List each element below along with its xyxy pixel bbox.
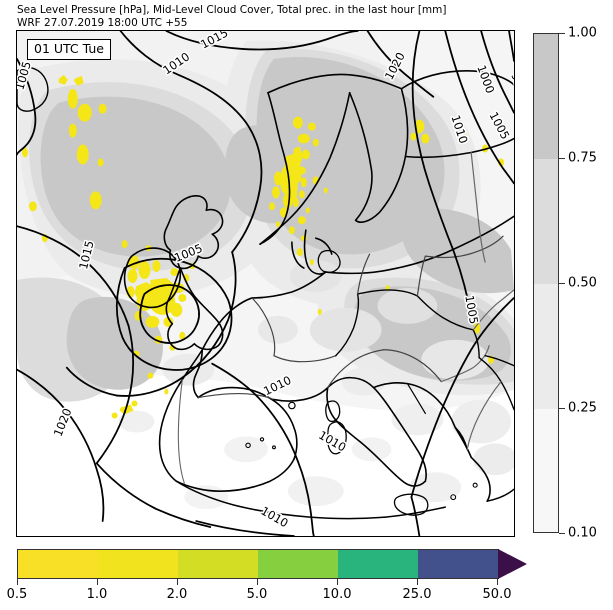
coastlines-and-borders	[17, 66, 514, 520]
precipitation-tick-label: 25.0	[402, 587, 432, 602]
map-canvas: 1015 1005 1010 1020 1000 995 1005 1010 1…	[17, 31, 514, 536]
precipitation-overflow-arrow	[498, 549, 527, 579]
precipitation-tick-mark	[177, 579, 178, 585]
precipitation-tick-label: 10.0	[322, 587, 352, 602]
precipitation-tick-label: 50.0	[482, 587, 512, 602]
precipitation-band-4	[338, 550, 418, 578]
cloud-cover-band-0	[534, 34, 558, 159]
cloud-cover-band-1	[534, 159, 558, 284]
precipitation-tick-mark	[97, 579, 98, 585]
cloud-cover-tick-label: 0.75	[568, 150, 597, 166]
map-timestamp-label: 01 UTC Tue	[27, 39, 111, 60]
precipitation-tick-mark	[257, 579, 258, 585]
precipitation-band-2	[178, 550, 258, 578]
precipitation-tick-mark	[337, 579, 338, 585]
precipitation-tick-label: 5.0	[246, 587, 268, 602]
cloud-cover-tick-mark	[559, 158, 565, 159]
cloud-cover-tick-mark	[559, 283, 565, 284]
precipitation-colorbar-gradient	[17, 549, 499, 579]
weather-map[interactable]: 1015 1005 1010 1020 1000 995 1005 1010 1…	[16, 30, 515, 537]
cloud-cover-colorbar[interactable]: 1.00 0.75 0.50 0.25 0.10	[533, 26, 597, 541]
precipitation-tick-label: 0.5	[6, 587, 28, 602]
cloud-cover-shading	[17, 31, 514, 510]
cloud-cover-tick-label: 0.50	[568, 275, 597, 291]
precipitation-band-0	[18, 550, 98, 578]
cloud-cover-colorbar-gradient	[533, 33, 559, 533]
page-title: Sea Level Pressure [hPa], Mid-Level Clou…	[17, 4, 447, 16]
cloud-cover-tick-mark	[559, 533, 565, 534]
cloud-cover-band-2	[534, 284, 558, 409]
precipitation-tick-mark	[497, 579, 498, 585]
model-run-subtitle: WRF 27.07.2019 18:00 UTC +55	[17, 17, 188, 29]
cloud-cover-tick-label: 0.10	[568, 525, 597, 541]
precipitation-tick-mark	[417, 579, 418, 585]
cloud-cover-tick-label: 1.00	[568, 25, 597, 41]
cloud-cover-tick-label: 0.25	[568, 400, 597, 416]
isobar-contours	[17, 31, 514, 536]
precipitation-tick-label: 2.0	[166, 587, 188, 602]
svg-text:1005: 1005	[462, 294, 481, 325]
precipitation-band-3	[258, 550, 338, 578]
precipitation-tick-mark	[17, 579, 18, 585]
precipitation-tick-label: 1.0	[86, 587, 108, 602]
header: Sea Level Pressure [hPa], Mid-Level Clou…	[17, 4, 577, 30]
cloud-cover-tick-mark	[559, 408, 565, 409]
cloud-cover-band-3	[534, 409, 558, 532]
precipitation-band-5	[418, 550, 498, 578]
cloud-cover-tick-mark	[559, 33, 565, 34]
precipitation-band-1	[98, 550, 178, 578]
precipitation-colorbar[interactable]: 0.5 1.0 2.0 5.0 10.0 25.0 50.0	[7, 549, 597, 605]
